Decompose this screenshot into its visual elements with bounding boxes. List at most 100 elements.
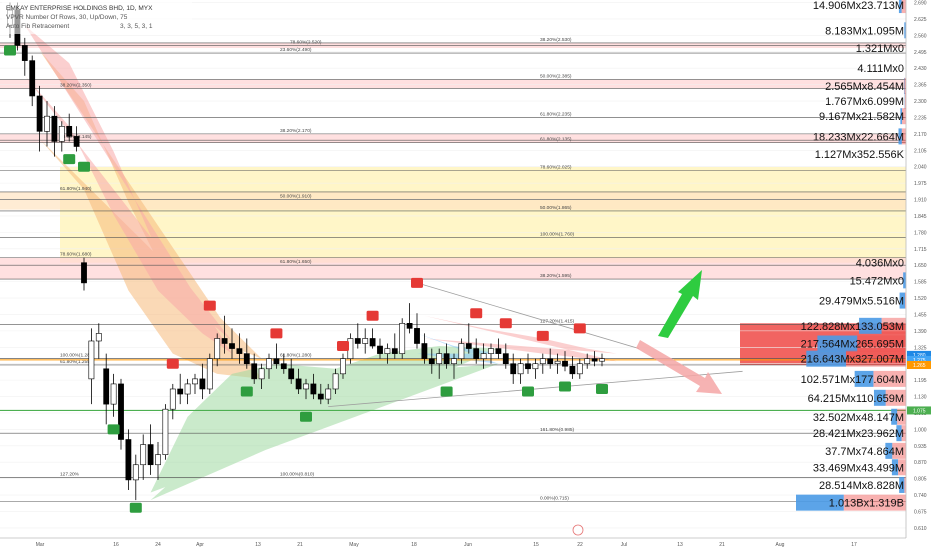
signal-buy-0 xyxy=(4,45,16,56)
candle-6 xyxy=(51,115,58,142)
price-tick-12: 1.910 xyxy=(914,198,927,204)
resistance-zone-2 xyxy=(0,133,906,143)
candle-5 xyxy=(44,115,50,132)
vp-label-3: 4.111Mx0 xyxy=(857,63,904,75)
vp-bar-down-5 xyxy=(904,93,906,110)
price-tick-30: 0.740 xyxy=(914,493,927,499)
fib-label-22: 127.20% xyxy=(60,471,80,477)
candle-30 xyxy=(229,343,235,349)
vp-bar-up-10 xyxy=(903,272,906,289)
candle-19 xyxy=(147,444,154,466)
vp-bar-up-7 xyxy=(898,128,902,145)
price-tick-27: 0.935 xyxy=(914,444,927,450)
price-tick-18: 1.520 xyxy=(914,296,927,302)
signal-sell-11 xyxy=(366,310,379,321)
fib-label-8: 61.80%(2.135) xyxy=(540,137,572,143)
fib-label-2: 23.60%(2.490) xyxy=(280,47,312,53)
candle-35 xyxy=(266,358,272,370)
vp-label-17: 32.502Mx48.147M xyxy=(813,412,904,424)
vp-bar-down-21 xyxy=(904,476,906,493)
fib-label-6: 38.20%(2.170) xyxy=(280,128,312,134)
price-tick-13: 1.845 xyxy=(914,214,927,220)
candle-61 xyxy=(458,343,465,359)
price-tick-2: 2.560 xyxy=(914,33,927,39)
candle-2 xyxy=(21,45,28,61)
fib-label-16: 38.20%(1.595) xyxy=(540,273,572,279)
price-tick-24: 1.130 xyxy=(914,395,927,401)
candle-21 xyxy=(162,408,169,455)
price-tick-6: 2.300 xyxy=(914,99,927,105)
band-orange xyxy=(39,50,262,379)
vp-bar-down-17 xyxy=(897,408,906,425)
vp-bar-down-22 xyxy=(843,494,906,511)
fib-label-0: 78.60%(2.520) xyxy=(290,39,322,45)
last-price-label-0: 1.280 xyxy=(913,353,926,359)
candle-68 xyxy=(510,363,517,375)
candle-70 xyxy=(525,363,531,370)
price-tick-23: 1.195 xyxy=(914,378,927,384)
vp-label-22: 1.013Bx1.319B xyxy=(829,498,904,510)
price-tick-31: 0.675 xyxy=(914,509,927,515)
vp-bar-down-14 xyxy=(846,350,906,367)
indicator-vpvr: VPVR Number Of Rows, 30, Up/Down, 75 xyxy=(6,14,128,21)
signal-buy-16 xyxy=(522,386,534,397)
price-tick-29: 0.805 xyxy=(914,477,927,483)
candle-51 xyxy=(384,348,391,354)
candle-29 xyxy=(221,338,228,344)
fib-zone-yellow xyxy=(60,166,906,263)
candle-28 xyxy=(214,338,221,359)
vp-label-18: 28.421Mx23.962M xyxy=(813,428,904,440)
candle-33 xyxy=(251,363,258,380)
candle-27 xyxy=(206,358,213,390)
candle-71 xyxy=(532,363,539,370)
candle-17 xyxy=(132,464,139,481)
price-axis: 2.690 2.625 2.560 2.495 2.430 2.365 2.300 2.235… xyxy=(905,0,932,550)
candle-9 xyxy=(73,136,80,147)
candle-4 xyxy=(36,95,43,132)
candle-13 xyxy=(103,368,110,405)
vp-label-2: 1.321Mx0 xyxy=(856,43,904,55)
candle-60 xyxy=(451,358,457,365)
candle-20 xyxy=(155,454,161,466)
fib-label-13: 100.00%(1.760) xyxy=(540,231,575,237)
candle-65 xyxy=(488,348,494,354)
vp-bar-down-7 xyxy=(901,128,906,145)
candles xyxy=(7,2,605,501)
candle-54 xyxy=(406,323,413,329)
indicator-fib: Auto Fib Retracement xyxy=(6,23,69,30)
chart-title: EMKAY ENTERPRISE HOLDINGS BHD, 1D, MYX xyxy=(6,5,153,12)
vp-bar-down-13 xyxy=(857,335,906,352)
bearish-arrow xyxy=(636,340,722,394)
signal-buy-2 xyxy=(78,161,90,172)
candle-37 xyxy=(280,363,287,370)
signal-buy-18 xyxy=(559,381,571,392)
candle-22 xyxy=(169,388,176,410)
price-tick-4: 2.430 xyxy=(914,66,927,72)
fib-label-11: 50.00%(1.910) xyxy=(280,194,312,200)
time-label-7: 18 xyxy=(411,542,417,548)
vp-label-9: 4.036Mx0 xyxy=(856,258,904,270)
signal-buy-7 xyxy=(240,386,253,397)
signal-buy-4 xyxy=(129,502,142,513)
candle-36 xyxy=(273,358,280,365)
vp-bar-up-22 xyxy=(796,494,844,511)
vp-bar-down-4 xyxy=(904,77,906,94)
fib-label-4: 38.20%(2.350) xyxy=(60,82,92,88)
signal-sell-8 xyxy=(270,328,283,339)
vp-label-1: 8.183Mx1.095M xyxy=(825,25,904,37)
band-red xyxy=(24,25,232,354)
trendline-lower xyxy=(328,370,743,408)
vp-label-12: 122.828Mx133.053M xyxy=(801,321,904,333)
price-tick-7: 2.235 xyxy=(914,115,927,121)
signal-sell-5 xyxy=(166,358,179,369)
signal-buy-3 xyxy=(107,424,120,435)
fib-label-21: 161.80%(0.985) xyxy=(540,427,575,433)
vp-bar-up-20 xyxy=(891,459,899,476)
candle-67 xyxy=(502,353,509,365)
candle-52 xyxy=(391,348,398,354)
candle-3 xyxy=(29,60,36,97)
vp-label-15: 102.571Mx177.604M xyxy=(801,374,904,386)
projection-arrows xyxy=(636,270,722,394)
signal-sell-17 xyxy=(536,330,549,341)
